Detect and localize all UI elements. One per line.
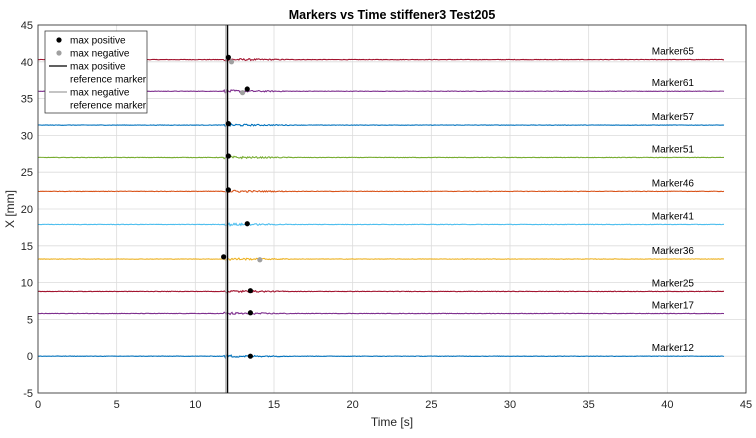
max-positive-point xyxy=(225,54,231,60)
legend-entry-label: reference marker xyxy=(70,101,147,112)
series-label: Marker12 xyxy=(652,343,695,354)
series-line xyxy=(37,311,725,316)
y-tick-label: 10 xyxy=(21,278,33,290)
legend-box xyxy=(44,30,148,114)
y-tick-label: -5 xyxy=(23,388,33,400)
series-label: Marker25 xyxy=(652,278,695,289)
x-tick-label: 15 xyxy=(268,399,280,411)
series-line xyxy=(37,155,725,160)
max-positive-point xyxy=(247,353,253,359)
x-tick-label: 35 xyxy=(583,399,595,411)
y-tick-label: 25 xyxy=(21,167,33,179)
max-positive-point xyxy=(247,288,253,294)
x-tick-label: 5 xyxy=(114,399,120,411)
max-negative-point xyxy=(239,90,246,96)
series-labels: Marker65 Marker61 Marker57 Marker51 Marker46… xyxy=(652,47,695,355)
series-label: Marker51 xyxy=(652,144,695,155)
legend: max positive max negative max positive refe… xyxy=(44,30,148,114)
legend-entry-label: max negative xyxy=(70,49,130,60)
y-tick-label: 35 xyxy=(21,94,33,106)
series-line xyxy=(37,89,725,94)
y-tick-label: 15 xyxy=(21,241,33,253)
legend-entry-label: reference marker xyxy=(70,75,147,86)
series-label: Marker65 xyxy=(652,47,695,58)
x-axis-label: Time [s] xyxy=(371,415,413,429)
x-tick-label: 30 xyxy=(504,399,516,411)
max-positive-point xyxy=(247,310,253,316)
legend-dot xyxy=(56,37,62,43)
series-label: Marker57 xyxy=(652,112,695,123)
y-tick-label: 30 xyxy=(21,130,33,142)
reference-lines xyxy=(225,25,229,393)
y-tick-labels: -5 0 5 10 15 20 25 30 35 40 45 xyxy=(21,20,33,400)
series-line xyxy=(37,189,725,193)
x-tick-label: 0 xyxy=(35,399,41,411)
series-label: Marker36 xyxy=(652,246,695,257)
series-label: Marker46 xyxy=(652,178,695,189)
series-line xyxy=(37,289,725,294)
legend-entry-label: max positive xyxy=(70,62,126,73)
max-negative-point xyxy=(228,59,235,65)
x-tick-label: 10 xyxy=(189,399,201,411)
max-positive-point xyxy=(244,221,250,227)
max-positive-point xyxy=(225,153,231,159)
x-tick-label: 20 xyxy=(347,399,359,411)
x-tick-labels: 0 5 10 15 20 25 30 35 40 45 xyxy=(35,399,752,411)
y-tick-label: 45 xyxy=(21,20,33,32)
series-line xyxy=(37,353,725,359)
y-tick-label: 20 xyxy=(21,204,33,216)
series-label: Marker61 xyxy=(652,78,695,89)
series-layer xyxy=(37,57,725,359)
series-line xyxy=(37,57,724,62)
series-line xyxy=(37,222,725,227)
max-positive-point xyxy=(244,86,250,92)
chart-title: Markers vs Time stiffener3 Test205 xyxy=(289,8,496,22)
series-label: Marker17 xyxy=(652,301,695,312)
max-positive-point xyxy=(221,254,227,260)
series-line xyxy=(37,257,725,261)
series-label: Marker41 xyxy=(652,211,695,222)
legend-entry-label: max positive xyxy=(70,36,126,47)
y-tick-label: 0 xyxy=(27,351,33,363)
max-positive-point xyxy=(225,121,231,127)
max-negative-point xyxy=(257,257,263,263)
x-tick-label: 45 xyxy=(740,399,752,411)
x-tick-label: 25 xyxy=(425,399,437,411)
plot-frame xyxy=(37,24,747,394)
legend-entry-label: max negative xyxy=(70,88,130,99)
y-tick-label: 40 xyxy=(21,57,33,69)
series-line xyxy=(37,122,725,128)
legend-dot xyxy=(56,50,62,56)
max-positive-point xyxy=(225,187,231,193)
y-tick-label: 5 xyxy=(27,314,33,326)
x-tick-label: 40 xyxy=(661,399,673,411)
extrema-markers xyxy=(221,54,263,359)
y-axis-label: X [mm] xyxy=(3,190,17,228)
